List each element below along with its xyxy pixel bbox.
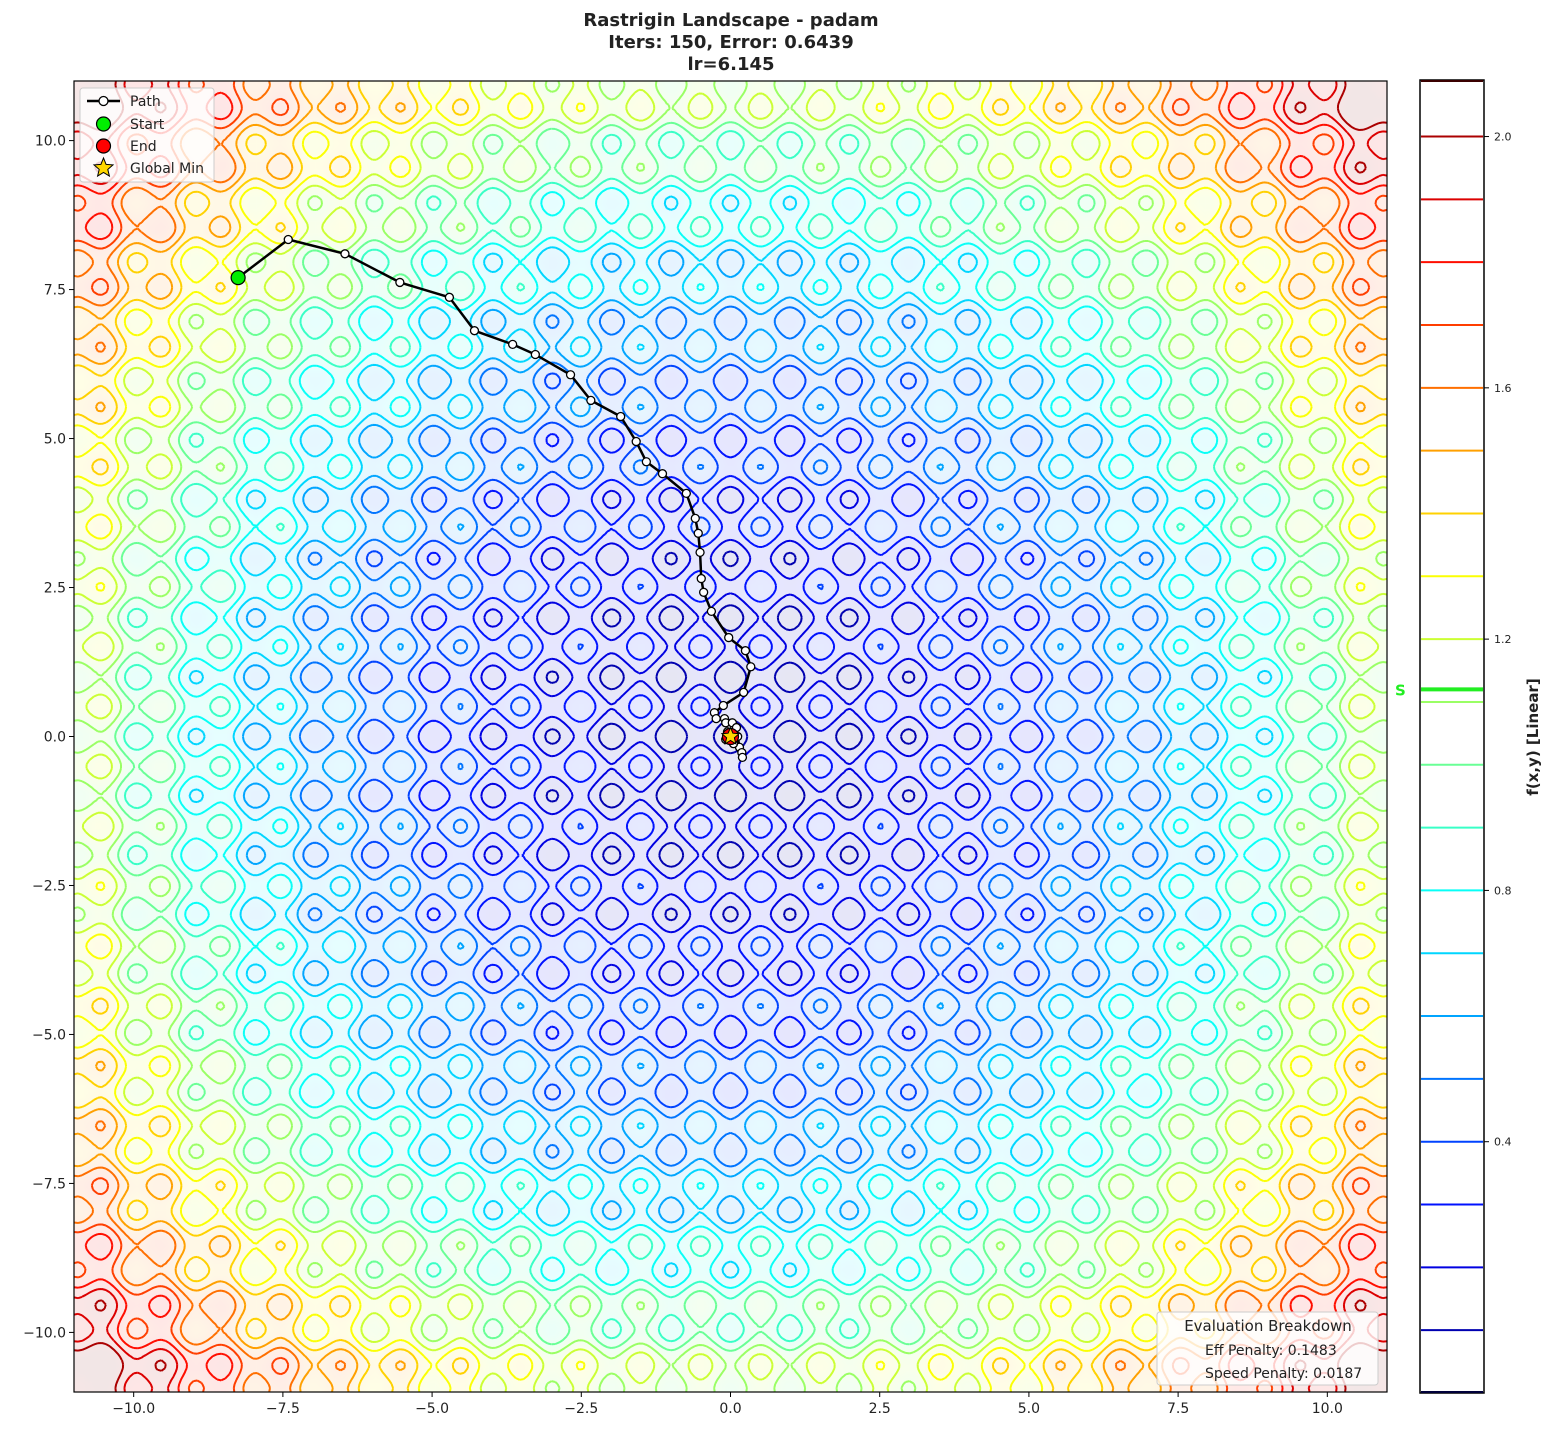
contour-level-1 xyxy=(114,121,1347,1352)
x-tick-label: −7.5 xyxy=(266,1401,300,1417)
contour-level-0.1 xyxy=(544,550,917,923)
x-tick-label: 10.0 xyxy=(1312,1401,1343,1417)
contour-level-1.2 xyxy=(74,81,1387,1392)
global-min-star xyxy=(720,726,741,745)
y-tick-label: 0.0 xyxy=(44,730,66,746)
legend-label-global-min: Global Min xyxy=(130,161,204,177)
path-point-4 xyxy=(444,292,455,302)
colorbar-tick-label: 0.8 xyxy=(1494,884,1512,897)
contour-level-0.7 xyxy=(187,194,1274,1279)
evaluation-title: Evaluation Breakdown xyxy=(1184,1317,1352,1335)
legend-global-min-star-icon xyxy=(92,156,115,178)
legend-box xyxy=(79,87,215,183)
colorbar-tick-label: 0.4 xyxy=(1494,1136,1512,1149)
path-point-9 xyxy=(586,395,596,406)
path-point-3 xyxy=(395,277,405,288)
contour-level-0.5 xyxy=(298,305,1163,1168)
x-tick-label: −10.0 xyxy=(112,1401,155,1417)
path-point-21 xyxy=(724,632,734,643)
legend-label-end: End xyxy=(130,139,157,155)
legend-label-start: Start xyxy=(130,117,165,133)
legend-start-marker xyxy=(95,116,112,132)
colorbar-tick-label: 1.2 xyxy=(1494,633,1512,646)
path-point-35 xyxy=(737,752,748,763)
y-tick-label: −2.5 xyxy=(32,878,66,894)
start-marker xyxy=(230,270,246,286)
axes: −10.0 −7.5 −5.0 −2.5 0.0 2.5 5.0 7.5 10.0 10.0 7.5… xyxy=(23,134,1343,1417)
colorbar-marker-label: S xyxy=(1395,681,1406,699)
contour-level-0.2 xyxy=(479,485,982,988)
evaluation-breakdown-box: Evaluation Breakdown Eff Penalty: 0.1483… xyxy=(1156,1311,1379,1386)
contour-level-0.6 xyxy=(241,248,1220,1225)
contour-level-0.9 xyxy=(123,130,1338,1343)
contour-level-1.1 xyxy=(74,81,1387,1392)
contour-level-0.4 xyxy=(357,363,1104,1110)
path-point-13 xyxy=(657,469,668,479)
path-point-19 xyxy=(698,587,709,597)
contour-level-1.5 xyxy=(74,81,1387,1392)
y-tick-label: −5.0 xyxy=(32,1027,66,1043)
path-point-14 xyxy=(681,488,691,499)
path-point-22 xyxy=(740,646,751,656)
contour-lines xyxy=(74,81,1387,1392)
path-point-27 xyxy=(711,713,721,724)
contour-level-0.8 xyxy=(177,184,1284,1289)
path-point-5 xyxy=(469,326,480,336)
path-point-12 xyxy=(641,457,651,467)
legend-path-marker xyxy=(98,95,109,107)
colorbar-frame xyxy=(1419,79,1485,1394)
evaluation-eff-penalty: Eff Penalty: 0.1483 xyxy=(1205,1343,1337,1359)
path-point-18 xyxy=(696,573,706,584)
contour-level-1.4 xyxy=(74,81,1387,1392)
optimizer-path-layer xyxy=(230,234,756,763)
path-point-20 xyxy=(706,606,717,617)
x-tick-label: 2.5 xyxy=(869,1401,891,1417)
evaluation-box-frame xyxy=(1156,1311,1379,1386)
legend-end-marker xyxy=(95,138,112,154)
path-point-17 xyxy=(695,547,705,558)
chart-title-line-2: Iters: 150, Error: 0.6439 xyxy=(608,32,853,53)
x-tick-label: 7.5 xyxy=(1167,1401,1189,1417)
x-tick-label: −5.0 xyxy=(415,1401,449,1417)
y-tick-label: 2.5 xyxy=(44,581,66,597)
x-tick-label: 0.0 xyxy=(719,1401,741,1417)
x-tick-label: −2.5 xyxy=(564,1401,598,1417)
path-point-16 xyxy=(693,528,703,538)
legend-label-path: Path xyxy=(130,94,161,110)
path-point-15 xyxy=(690,513,700,524)
colorbar-label: f(x,y) [Linear] xyxy=(1524,678,1542,795)
path-point-2 xyxy=(340,249,350,259)
evaluation-speed-penalty: Speed Penalty: 0.0187 xyxy=(1205,1366,1362,1382)
colorbar-tick-label: 2.0 xyxy=(1494,131,1512,144)
legend: Path Start End Global Min xyxy=(79,87,215,183)
path-point-1 xyxy=(283,234,293,245)
path-point-6 xyxy=(508,339,518,350)
y-tick-label: −7.5 xyxy=(32,1176,66,1192)
chart-title-line-3: lr=6.145 xyxy=(687,54,774,75)
path-point-11 xyxy=(631,436,641,447)
y-tick-label: −10.0 xyxy=(23,1325,66,1341)
optimizer-path-line xyxy=(237,238,753,759)
colorbar-tick-label: 1.6 xyxy=(1494,382,1512,395)
y-tick-label: 10.0 xyxy=(35,134,66,150)
path-point-25 xyxy=(718,700,728,711)
path-point-10 xyxy=(616,411,626,422)
path-point-7 xyxy=(530,349,540,360)
path-point-23 xyxy=(746,662,756,672)
y-tick-label: 5.0 xyxy=(44,432,66,448)
path-point-24 xyxy=(738,687,749,698)
chart-title-line-1: Rastrigin Landscape - padam xyxy=(583,10,878,31)
path-point-8 xyxy=(565,370,576,380)
colorbar: f(x,y) [Linear] 0.4 0.8 1.2 1.6 2.0 S xyxy=(1395,79,1542,1394)
y-tick-label: 7.5 xyxy=(44,283,66,299)
x-tick-label: 5.0 xyxy=(1018,1401,1040,1417)
contour-level-0.3 xyxy=(417,423,1044,1050)
